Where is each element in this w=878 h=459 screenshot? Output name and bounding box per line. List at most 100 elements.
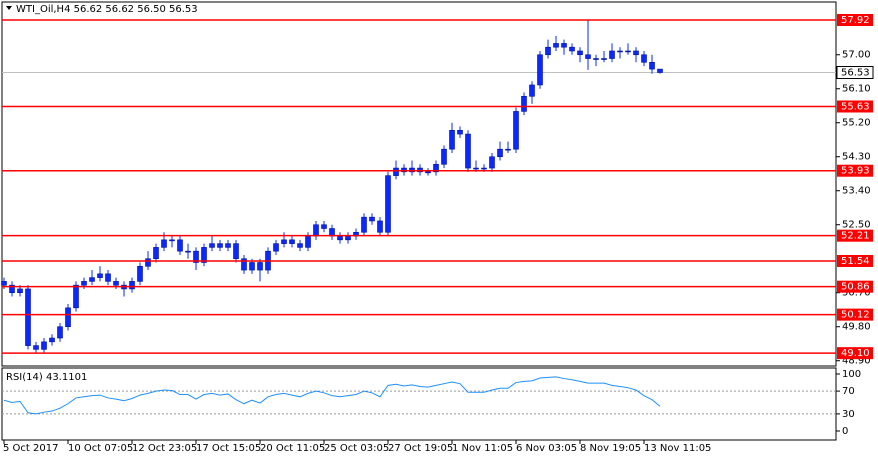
candle-body [1, 281, 7, 286]
candle-body [385, 175, 391, 233]
x-tick-label: 25 Oct 03:05 [324, 443, 389, 454]
rsi-tick-label: 30 [842, 409, 855, 420]
level-label: 50.12 [841, 310, 870, 321]
level-box [837, 254, 873, 267]
candle-body [153, 247, 159, 260]
candle-body [481, 167, 487, 170]
candle-body [409, 167, 415, 173]
x-tick-label: 5 Oct 2017 [3, 443, 58, 454]
y-tick-label: 54.30 [842, 152, 871, 163]
candle-body [321, 224, 327, 229]
candle-body [473, 167, 479, 170]
rsi-tick-label: 70 [842, 386, 855, 397]
candle-body [241, 258, 247, 271]
candle-body [137, 265, 143, 282]
x-tick-label: 13 Nov 11:05 [644, 443, 711, 454]
candle-body [17, 288, 23, 294]
candle-body [25, 288, 31, 346]
candle-body [641, 54, 647, 63]
level-box [837, 308, 873, 321]
x-tick-label: 27 Oct 19:05 [388, 443, 453, 454]
level-label: 52.21 [841, 231, 870, 242]
candle-body [337, 235, 343, 241]
rsi-tick-label: 100 [842, 369, 861, 380]
y-tick-label: 55.20 [842, 118, 871, 129]
candle-body [129, 281, 135, 290]
candle-body [537, 54, 543, 86]
candle-body [257, 262, 263, 271]
rsi-frame [1, 367, 837, 441]
last-price-label: 56.53 [841, 68, 870, 79]
candle-body [313, 224, 319, 237]
level-label: 55.63 [841, 101, 870, 112]
x-tick-label: 12 Oct 23:05 [132, 443, 197, 454]
level-box [837, 229, 873, 242]
x-tick-label: 20 Oct 11:05 [260, 443, 325, 454]
candle-body [497, 148, 503, 158]
level-box [837, 280, 873, 293]
level-label: 57.92 [841, 15, 870, 26]
level-box [837, 100, 873, 113]
candle-body [89, 277, 95, 282]
candle-body [217, 243, 223, 248]
candle-body [169, 239, 175, 242]
y-tick-label: 53.40 [842, 186, 871, 197]
level-box [837, 164, 873, 177]
y-tick-label: 52.50 [842, 220, 871, 231]
candle-body [465, 133, 471, 169]
candle-body [233, 243, 239, 260]
candle-body [601, 58, 607, 60]
candle-body [273, 243, 279, 252]
x-tick-label: 10 Oct 07:05 [68, 443, 133, 454]
candle-body [393, 167, 399, 176]
candle-body [49, 337, 55, 343]
candle-body [305, 235, 311, 248]
x-tick-label: 8 Nov 19:05 [580, 443, 641, 454]
candle-body [457, 129, 463, 135]
rsi-line [3, 376, 661, 415]
candle-body [73, 284, 79, 309]
rsi-title: RSI(14) 43.1101 [6, 372, 87, 383]
level-box [837, 347, 873, 360]
candle-body [561, 43, 567, 48]
y-tick-label: 49.80 [842, 322, 871, 333]
candle-body [369, 216, 375, 222]
price-frame [1, 1, 837, 367]
menu-triangle [6, 6, 12, 10]
candle-body [193, 250, 199, 263]
candle-body [441, 148, 447, 165]
candle-body [225, 243, 231, 248]
candle-body [57, 326, 63, 339]
candle-body [609, 50, 615, 59]
candle-body [657, 68, 663, 73]
candle-body [9, 284, 15, 294]
candle-body [97, 273, 103, 278]
level-box [837, 13, 873, 26]
candle-body [361, 216, 367, 233]
candle-body [545, 46, 551, 56]
y-tick-label: 57.00 [842, 50, 871, 61]
candle-body [577, 50, 583, 56]
candle-body [489, 156, 495, 169]
candle-body [425, 171, 431, 174]
candle-body [377, 220, 383, 233]
candle-body [553, 43, 559, 48]
candle-body [633, 50, 639, 56]
y-tick-label: 56.10 [842, 84, 871, 95]
level-label: 51.54 [841, 256, 870, 267]
candle-body [161, 239, 167, 248]
candle-body [105, 273, 111, 282]
y-tick-label: 48.90 [842, 356, 871, 367]
candle-body [585, 54, 591, 59]
x-tick-label: 6 Nov 03:05 [516, 443, 577, 454]
candle-body [65, 307, 71, 328]
candle-body [249, 262, 255, 271]
candle-body [329, 228, 335, 237]
x-tick-label: 1 Nov 11:05 [452, 443, 513, 454]
candle-body [569, 46, 575, 52]
candle-body [81, 281, 87, 286]
candle-body [529, 84, 535, 97]
rsi-tick-label: 0 [842, 426, 848, 437]
candle-body [417, 167, 423, 173]
